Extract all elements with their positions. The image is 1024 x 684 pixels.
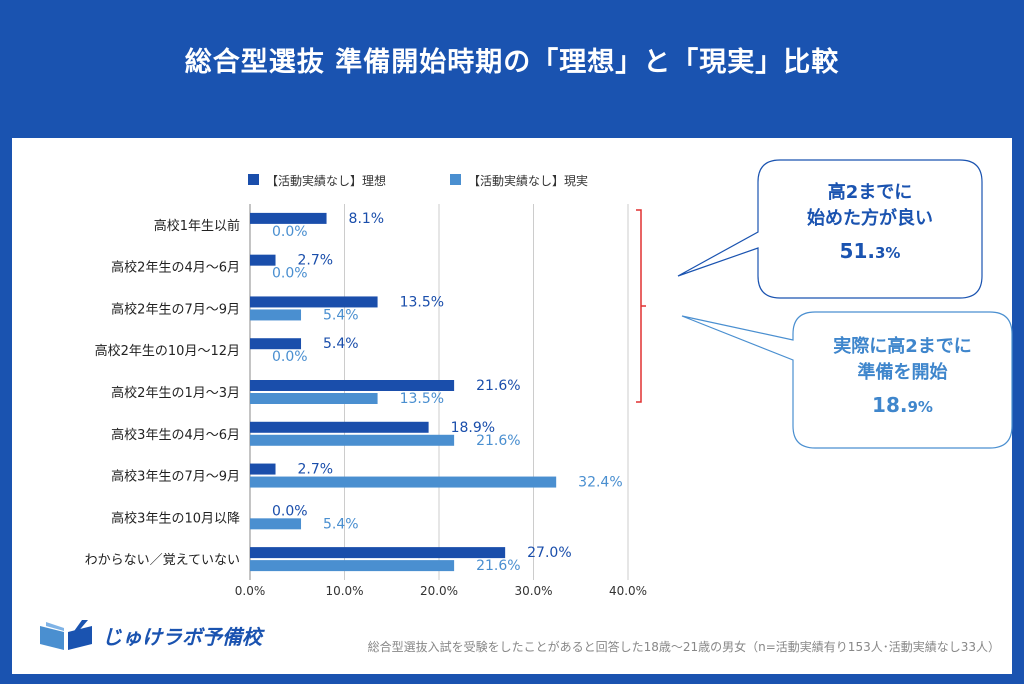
- data-label: 0.0%: [272, 503, 308, 519]
- data-label: 21.6%: [476, 378, 520, 394]
- data-label: 2.7%: [298, 253, 334, 269]
- callout-ideal-value-main: 51.: [839, 239, 875, 263]
- callout-actual-bubble: [681, 311, 1013, 449]
- data-label: 0.0%: [272, 224, 308, 240]
- logo: じゅけラボ予備校: [36, 618, 262, 652]
- category-label: 高校2年生の7月～9月: [111, 301, 240, 317]
- bar-actual: [250, 393, 378, 404]
- category-label: 高校3年生の10月以降: [111, 510, 240, 526]
- legend-swatch: [248, 174, 259, 185]
- x-tick-label: 0.0%: [235, 584, 266, 598]
- data-label: 0.0%: [272, 349, 308, 365]
- data-label: 18.9%: [451, 420, 495, 436]
- bar-actual: [250, 434, 455, 446]
- open-book-icon: [40, 620, 92, 650]
- bar-ideal: [250, 254, 276, 266]
- data-label: 13.5%: [400, 294, 444, 310]
- category-label: 高校2年生の10月～12月: [95, 343, 240, 359]
- bar-actual: [250, 560, 455, 572]
- logo-text: じゅけラボ予備校: [102, 624, 262, 649]
- bar-ideal: [250, 338, 302, 350]
- category-label: 高校1年生以前: [154, 218, 240, 234]
- bar-ideal: [250, 547, 506, 559]
- callout-ideal-line2: 始めた方が良い: [807, 208, 933, 229]
- category-label: 高校2年生の1月～3月: [111, 385, 240, 401]
- category-label: 高校3年生の4月～6月: [111, 427, 240, 443]
- footnote: 総合型選抜入試を受験をしたことがあると回答した18歳～21歳の男女（n=活動実績…: [367, 640, 1000, 654]
- callout-actual-line1: 実際に高2までに: [833, 336, 972, 357]
- x-tick-label: 20.0%: [420, 584, 458, 598]
- legend-label: 【活動実績なし】現実: [468, 173, 588, 188]
- legend-swatch: [450, 174, 461, 185]
- data-label: 0.0%: [272, 266, 308, 282]
- bar-ideal: [250, 463, 276, 475]
- page-title: 総合型選抜 準備開始時期の「理想」と「現実」比較: [184, 47, 840, 78]
- data-label: 21.6%: [476, 433, 520, 449]
- x-tick-label: 30.0%: [514, 584, 552, 598]
- callout-ideal-value-small: 3%: [874, 244, 901, 262]
- bar-actual: [250, 309, 302, 321]
- callout-actual-line2: 準備を開始: [857, 362, 948, 383]
- category-label: わからない／覚えていない: [85, 553, 240, 568]
- data-label: 21.6%: [476, 558, 520, 574]
- callout-ideal: 高2までに 始めた方が良い 51.3%: [760, 180, 980, 266]
- bar-actual: [250, 518, 302, 530]
- callout-actual-value: 18.9%: [795, 392, 1010, 420]
- category-label: 高校3年生の7月～9月: [111, 469, 240, 485]
- data-label: 2.7%: [298, 462, 334, 478]
- legend-label: 【活動実績なし】理想: [266, 173, 386, 188]
- data-label: 13.5%: [400, 391, 444, 407]
- callout-ideal-bubble: [677, 159, 983, 299]
- bracket-highlight: [636, 209, 646, 403]
- data-label: 5.4%: [323, 336, 359, 352]
- bar-ideal: [250, 421, 429, 433]
- x-tick-label: 10.0%: [325, 584, 363, 598]
- data-label: 32.4%: [578, 475, 622, 491]
- callout-ideal-value: 51.3%: [760, 238, 980, 266]
- bar-actual: [250, 476, 557, 488]
- bar-ideal: [250, 380, 455, 391]
- x-tick-label: 40.0%: [609, 584, 647, 598]
- callout-actual-value-main: 18.: [872, 393, 908, 417]
- callout-actual-value-small: 9%: [907, 398, 933, 416]
- data-label: 5.4%: [323, 307, 359, 323]
- data-label: 5.4%: [323, 516, 359, 532]
- data-label: 8.1%: [349, 211, 385, 227]
- category-label: 高校2年生の4月～6月: [111, 260, 240, 276]
- callout-ideal-line1: 高2までに: [827, 182, 913, 203]
- bar-ideal: [250, 296, 378, 308]
- callout-actual: 実際に高2までに 準備を開始 18.9%: [795, 334, 1010, 420]
- bar-ideal: [250, 212, 327, 224]
- data-label: 27.0%: [527, 545, 571, 561]
